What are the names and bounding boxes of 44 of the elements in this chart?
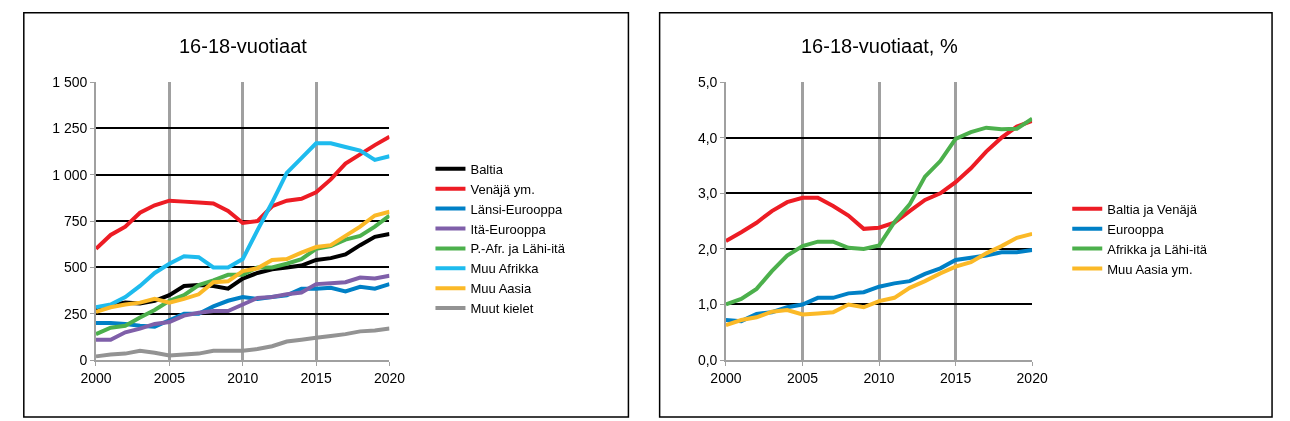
line-series	[95, 134, 390, 251]
y-tick-label: 2,0	[697, 240, 718, 257]
chart-title: 16-18-vuotiaat	[179, 35, 308, 57]
legend-label: Muut kielet	[470, 301, 534, 317]
line-series	[95, 209, 390, 314]
legend-label: Baltia ja Venäjä	[1107, 201, 1198, 217]
line-series	[95, 326, 390, 359]
y-tick-label: 0,0	[697, 351, 718, 368]
legend-label: Eurooppa	[1107, 221, 1165, 237]
legend-label: Afrikka ja Lähi-itä	[1107, 241, 1208, 257]
legend-label: Venäjä ym.	[470, 181, 535, 197]
y-tick-label: 4,0	[697, 129, 718, 146]
x-tick-label: 2010	[227, 369, 259, 386]
line-series	[725, 231, 1033, 328]
x-tick-label: 2010	[863, 369, 895, 386]
y-tick-label: 750	[64, 212, 88, 229]
y-tick-label: 500	[64, 259, 88, 276]
x-tick-label: 2000	[710, 369, 742, 386]
y-tick-label: 1,0	[697, 296, 718, 313]
x-tick-label: 2000	[80, 369, 112, 386]
x-tick-label: 2020	[373, 369, 406, 386]
legend-label: Länsi-Eurooppa	[470, 201, 564, 217]
legend-label: P.-Afr. ja Lähi-itä	[470, 241, 566, 257]
x-tick-label: 2020	[1016, 369, 1048, 386]
y-tick-label: 250	[64, 305, 88, 322]
x-tick-label: 2015	[940, 369, 972, 386]
line-series	[725, 116, 1033, 307]
legend-label: Muu Aasia	[470, 281, 532, 297]
y-tick-label: 1 250	[52, 120, 88, 137]
x-tick-label: 2015	[300, 369, 332, 386]
legend-label: Muu Aasia ym.	[1107, 261, 1193, 277]
line-series	[95, 273, 390, 342]
y-tick-label: 1 500	[52, 73, 88, 90]
x-tick-label: 2005	[786, 369, 819, 386]
y-tick-label: 3,0	[697, 185, 718, 202]
legend-label: Itä-Eurooppa	[470, 221, 547, 237]
y-tick-label: 5,0	[697, 73, 718, 90]
y-tick-label: 1 000	[52, 166, 88, 183]
y-tick-label: 0	[79, 351, 88, 368]
chart-title: 16-18-vuotiaat, %	[801, 35, 958, 57]
legend-label: Baltia	[470, 161, 504, 177]
x-tick-label: 2005	[153, 369, 186, 386]
line-series	[95, 141, 390, 310]
legend-label: Muu Afrikka	[470, 261, 540, 277]
